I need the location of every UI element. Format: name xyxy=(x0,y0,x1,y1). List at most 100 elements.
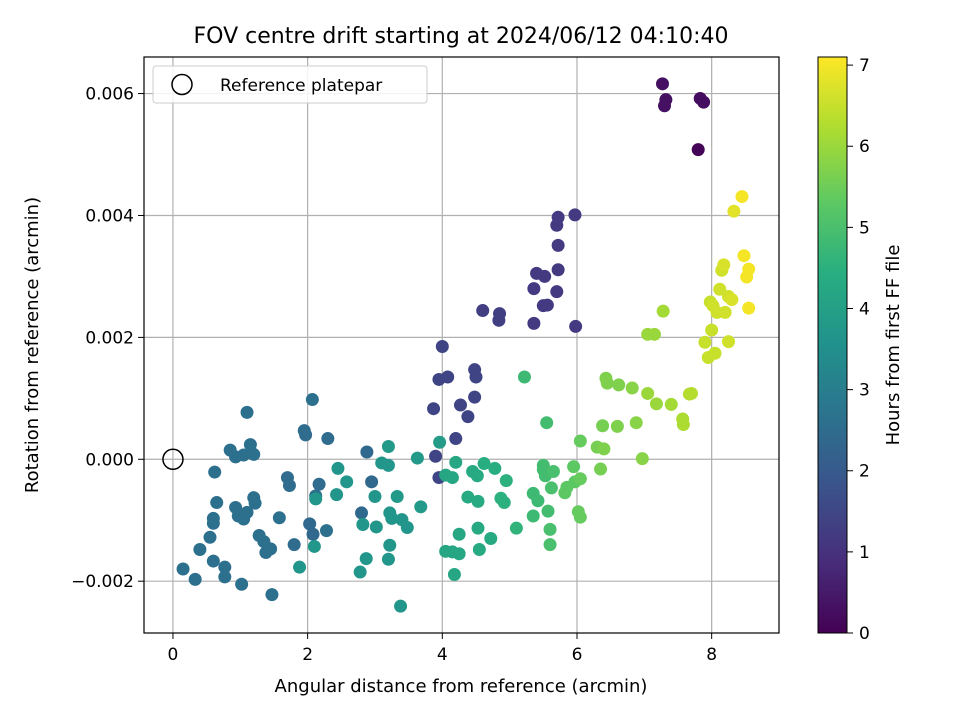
x-tick-label: 0 xyxy=(168,645,179,665)
data-point xyxy=(340,475,354,489)
data-point xyxy=(708,346,722,360)
data-point xyxy=(488,461,502,475)
data-point xyxy=(287,538,301,552)
data-point xyxy=(612,378,626,392)
data-point xyxy=(629,416,643,430)
data-point xyxy=(441,370,455,384)
data-point xyxy=(472,542,486,556)
data-point xyxy=(697,95,711,109)
data-point xyxy=(541,504,555,518)
data-point xyxy=(452,547,466,561)
data-point xyxy=(414,500,428,514)
data-point xyxy=(235,577,249,591)
data-point xyxy=(331,461,345,475)
legend-marker-icon xyxy=(171,73,193,96)
data-point xyxy=(717,258,731,272)
y-tick-label: 0.004 xyxy=(85,206,134,226)
data-point xyxy=(312,477,326,491)
data-point xyxy=(210,496,224,510)
data-point xyxy=(600,376,614,390)
data-point xyxy=(468,390,482,404)
data-point xyxy=(400,521,414,535)
data-point xyxy=(208,465,222,479)
data-point xyxy=(568,208,582,222)
data-point xyxy=(282,478,296,492)
data-point xyxy=(691,143,705,157)
data-point xyxy=(684,386,698,400)
data-point xyxy=(319,524,333,538)
data-point xyxy=(527,316,541,330)
data-point xyxy=(394,599,408,613)
colorbar-tick-label: 6 xyxy=(859,137,870,157)
data-point xyxy=(193,542,207,556)
data-point xyxy=(649,397,663,411)
legend: Reference platepar xyxy=(152,65,428,104)
data-point xyxy=(427,402,441,416)
data-point xyxy=(299,428,313,442)
data-point xyxy=(272,511,286,525)
data-point xyxy=(625,381,639,395)
data-point xyxy=(550,218,564,232)
data-point xyxy=(449,455,463,469)
data-point xyxy=(471,521,485,535)
data-point xyxy=(737,249,751,263)
legend-entry-reference: Reference platepar xyxy=(220,76,382,96)
x-tick-label: 2 xyxy=(302,645,313,665)
data-point xyxy=(470,469,484,483)
y-axis-label: Rotation from reference (arcmin) xyxy=(22,197,43,493)
data-point xyxy=(309,492,323,506)
data-point xyxy=(641,386,655,400)
data-point xyxy=(303,517,317,531)
data-point xyxy=(543,522,557,536)
data-point xyxy=(594,462,608,476)
data-point xyxy=(544,481,558,495)
colorbar-tick-label: 7 xyxy=(859,56,870,76)
data-point xyxy=(517,370,531,384)
data-point xyxy=(531,494,545,508)
data-point xyxy=(248,496,262,510)
data-point xyxy=(206,516,220,530)
data-point xyxy=(492,313,506,327)
data-point xyxy=(243,438,257,452)
data-point xyxy=(471,494,485,508)
data-point xyxy=(540,298,554,312)
data-point xyxy=(353,565,367,579)
data-point xyxy=(264,542,278,556)
data-point xyxy=(356,518,370,532)
data-point xyxy=(203,530,217,544)
data-point xyxy=(676,418,690,432)
data-point xyxy=(176,562,190,576)
data-point xyxy=(656,77,670,91)
plot-frame xyxy=(143,56,780,634)
data-point xyxy=(550,285,564,299)
data-point xyxy=(293,560,307,574)
data-point xyxy=(223,443,237,457)
data-point xyxy=(527,282,541,296)
data-point xyxy=(368,489,382,503)
data-point xyxy=(538,269,552,283)
data-point xyxy=(725,293,739,307)
data-points xyxy=(162,77,756,613)
data-point xyxy=(365,475,379,489)
data-point xyxy=(477,457,491,471)
data-point xyxy=(497,496,511,510)
data-point xyxy=(381,552,395,566)
colorbar-tick-label: 3 xyxy=(859,381,870,401)
data-point xyxy=(664,397,678,411)
data-point xyxy=(742,262,756,276)
colorbar-tick-label: 1 xyxy=(859,543,870,563)
data-point xyxy=(240,405,254,419)
data-point xyxy=(330,488,344,502)
data-point xyxy=(735,190,749,204)
data-point xyxy=(543,538,557,552)
y-tick-label: 0.002 xyxy=(85,328,134,348)
data-point xyxy=(369,520,383,534)
data-point xyxy=(484,532,498,546)
data-point xyxy=(433,435,447,449)
data-point xyxy=(713,282,727,296)
colorbar-tick-label: 5 xyxy=(859,218,870,238)
data-point xyxy=(265,588,279,602)
data-point xyxy=(610,419,624,433)
colorbar-label: Hours from first FF file xyxy=(883,245,904,446)
